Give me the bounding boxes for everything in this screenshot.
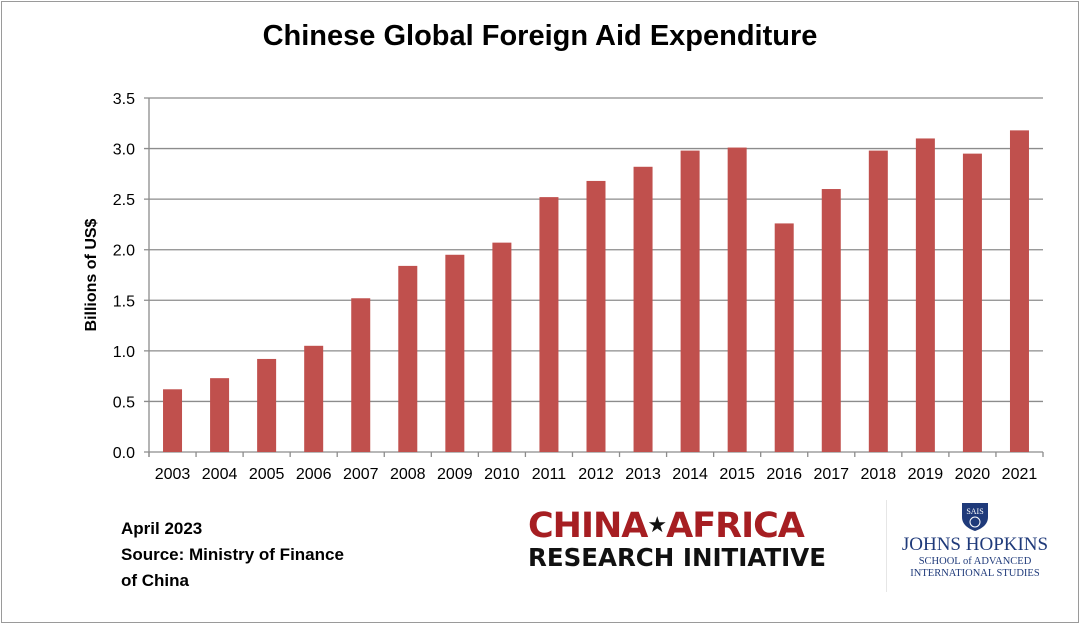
chart-title: Chinese Global Foreign Aid Expenditure	[262, 20, 818, 52]
bar-2014	[680, 150, 700, 452]
bar-2011	[539, 197, 559, 452]
bar-2013	[633, 166, 653, 452]
x-tick-label: 2016	[766, 466, 802, 483]
x-tick-label: 2012	[578, 466, 614, 483]
x-tick-label: 2015	[719, 466, 755, 483]
y-axis-label: Billions of US$	[83, 218, 100, 331]
bar-2019	[915, 138, 935, 452]
bar-2020	[962, 153, 982, 452]
x-tick-label: 2008	[390, 466, 426, 483]
x-tick-label: 2013	[625, 466, 661, 483]
bar-2017	[821, 189, 841, 452]
shield-icon: SAIS	[962, 503, 988, 531]
bar-2007	[351, 298, 371, 452]
y-tick-label: 2.0	[113, 243, 135, 260]
bar-2015	[727, 147, 747, 452]
johns-hopkins-logo: SAIS JOHNS HOPKINS SCHOOL of ADVANCED IN…	[900, 502, 1050, 580]
notes: April 2023 Source: Ministry of Finance o…	[121, 516, 344, 594]
x-tick-label: 2018	[861, 466, 897, 483]
x-tick-label: 2003	[155, 466, 191, 483]
y-tick-label: 2.5	[113, 192, 135, 209]
bar-2010	[492, 242, 512, 452]
bar-2016	[774, 223, 794, 452]
x-tick-label: 2011	[532, 466, 567, 483]
y-tick-label: 0.5	[113, 394, 135, 411]
bar-2021	[1009, 130, 1029, 452]
logo-divider	[886, 500, 887, 592]
bar-2009	[445, 254, 465, 452]
x-tick-label: 2010	[484, 466, 520, 483]
bar-2006	[304, 345, 324, 452]
x-tick-label: 2021	[1002, 466, 1038, 483]
bar-2008	[398, 265, 418, 452]
x-tick-label: 2017	[813, 466, 849, 483]
y-tick-label: 3.0	[113, 142, 135, 159]
svg-text:SAIS: SAIS	[966, 507, 983, 516]
y-tick-label: 0.0	[113, 445, 135, 462]
y-tick-label: 1.0	[113, 344, 135, 361]
china-africa-logo: CHINA★AFRICA RESEARCH INITIATIVE	[528, 506, 826, 572]
x-tick-label: 2006	[296, 466, 332, 483]
x-tick-label: 2014	[672, 466, 708, 483]
source-note-cont: of China	[121, 571, 189, 590]
x-tick-label: 2009	[437, 466, 473, 483]
bar-2003	[163, 389, 183, 452]
date-note: April 2023	[121, 519, 203, 538]
x-tick-label: 2007	[343, 466, 379, 483]
source-note: Source: Ministry of Finance	[121, 545, 344, 564]
y-tick-label: 3.5	[113, 91, 135, 108]
x-tick-label: 2004	[202, 466, 238, 483]
x-tick-label: 2019	[908, 466, 944, 483]
y-tick-label: 1.5	[113, 293, 135, 310]
bar-2012	[586, 180, 606, 453]
x-tick-label: 2020	[955, 466, 991, 483]
bar-2018	[868, 150, 888, 452]
star-icon: ★	[647, 513, 667, 538]
x-tick-label: 2005	[249, 466, 285, 483]
bar-2004	[210, 378, 230, 452]
bar-2005	[257, 358, 277, 452]
